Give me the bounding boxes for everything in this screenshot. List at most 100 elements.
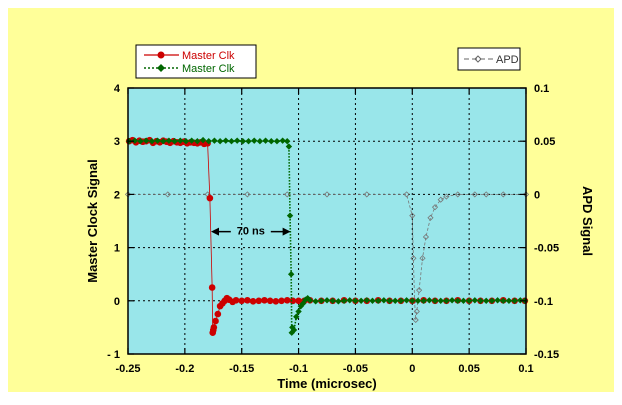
y2-tick-label: -0.15 bbox=[534, 349, 559, 361]
x-tick-label: -0.25 bbox=[115, 363, 140, 375]
data-point bbox=[403, 297, 410, 304]
data-point bbox=[443, 193, 450, 200]
data-point bbox=[363, 191, 370, 198]
data-point bbox=[420, 297, 427, 304]
data-point bbox=[437, 196, 444, 203]
data-point bbox=[293, 313, 300, 320]
data-point bbox=[261, 296, 268, 304]
data-point bbox=[427, 214, 434, 221]
data-point bbox=[471, 191, 478, 198]
data-point bbox=[199, 136, 207, 144]
series-line-2 bbox=[128, 194, 526, 321]
data-point bbox=[357, 297, 365, 304]
data-point bbox=[454, 297, 461, 304]
annotation-70ns: 70 ns bbox=[211, 226, 291, 238]
data-point bbox=[397, 297, 405, 304]
data-point bbox=[244, 296, 251, 304]
data-point bbox=[414, 297, 422, 304]
data-point bbox=[454, 191, 461, 198]
data-point bbox=[228, 138, 235, 145]
data-point bbox=[340, 297, 348, 304]
data-point bbox=[465, 297, 473, 304]
data-point bbox=[148, 138, 156, 145]
data-point bbox=[413, 308, 420, 315]
plot-frame bbox=[127, 87, 527, 355]
data-point bbox=[262, 137, 269, 144]
data-point bbox=[295, 297, 302, 305]
data-point bbox=[290, 326, 298, 334]
data-point bbox=[306, 297, 314, 304]
x-tick-label: -0.15 bbox=[229, 363, 254, 375]
data-point bbox=[448, 297, 456, 304]
data-point bbox=[369, 297, 376, 304]
data-point bbox=[380, 297, 388, 304]
legend-left-entry-2: Master Clk bbox=[144, 63, 235, 75]
data-point bbox=[488, 297, 496, 304]
data-point bbox=[283, 296, 291, 304]
data-point bbox=[409, 212, 416, 219]
data-point bbox=[233, 137, 241, 144]
legend-right: APD bbox=[457, 47, 521, 71]
data-point bbox=[505, 297, 513, 304]
plot-area bbox=[128, 88, 526, 354]
y-axis-title: Master Clock Signal bbox=[85, 159, 100, 283]
data-point bbox=[244, 191, 251, 198]
data-point bbox=[278, 297, 285, 305]
data-point bbox=[245, 138, 252, 145]
y2-tick-label: -0.1 bbox=[534, 296, 553, 308]
data-point bbox=[346, 297, 353, 304]
data-point bbox=[329, 297, 336, 304]
data-point bbox=[409, 297, 416, 304]
annotation-label: 70 ns bbox=[237, 226, 265, 238]
data-point bbox=[251, 137, 258, 144]
data-point bbox=[268, 138, 275, 145]
data-point bbox=[238, 297, 246, 305]
data-point bbox=[211, 137, 218, 144]
data-point bbox=[471, 297, 479, 304]
data-point bbox=[500, 297, 507, 304]
x-tick-label: 0.05 bbox=[458, 363, 479, 375]
data-point bbox=[312, 298, 319, 305]
data-point bbox=[177, 137, 184, 144]
data-point bbox=[335, 298, 342, 305]
data-point bbox=[285, 143, 293, 150]
data-point bbox=[443, 297, 450, 304]
legend-right-label: APD bbox=[496, 54, 519, 66]
y-tick-label: 3 bbox=[114, 136, 120, 148]
annotation-arrowhead-right bbox=[282, 227, 291, 236]
data-point bbox=[416, 287, 423, 294]
data-point bbox=[142, 137, 150, 144]
legend-left-entry-1: Master Clk bbox=[144, 50, 235, 62]
data-point bbox=[477, 297, 484, 304]
data-point bbox=[284, 191, 291, 198]
legend-left-marker-1 bbox=[157, 51, 165, 59]
data-point bbox=[494, 297, 501, 304]
data-point bbox=[500, 191, 507, 198]
data-point bbox=[171, 138, 178, 145]
data-point bbox=[165, 137, 173, 144]
data-point bbox=[131, 137, 139, 144]
data-point bbox=[154, 137, 161, 144]
data-point bbox=[318, 297, 325, 304]
data-point bbox=[403, 191, 410, 198]
data-point bbox=[410, 255, 417, 262]
series-2 bbox=[124, 191, 530, 324]
data-point bbox=[206, 194, 214, 202]
data-point bbox=[483, 191, 490, 198]
x-tick-label: -0.1 bbox=[289, 363, 308, 375]
data-point bbox=[272, 298, 280, 305]
x-tick-label: -0.05 bbox=[343, 363, 368, 375]
legend-right-marker bbox=[474, 55, 482, 63]
y2-axis-title: APD Signal bbox=[580, 186, 595, 256]
data-point bbox=[208, 284, 216, 291]
data-point bbox=[426, 297, 433, 304]
x-tick-label: 0 bbox=[409, 363, 415, 375]
tick-layer: -0.25 -0.2 -0.15 -0.1 -0.05 0 0.05 0.1 - 1 0 1 2 3 4 -… bbox=[107, 83, 559, 375]
data-point bbox=[352, 297, 359, 304]
data-point bbox=[249, 298, 257, 305]
data-point bbox=[160, 138, 167, 145]
data-point bbox=[284, 138, 291, 145]
y-tick-label: 1 bbox=[114, 243, 120, 255]
legend-left-marker-2 bbox=[157, 64, 165, 72]
